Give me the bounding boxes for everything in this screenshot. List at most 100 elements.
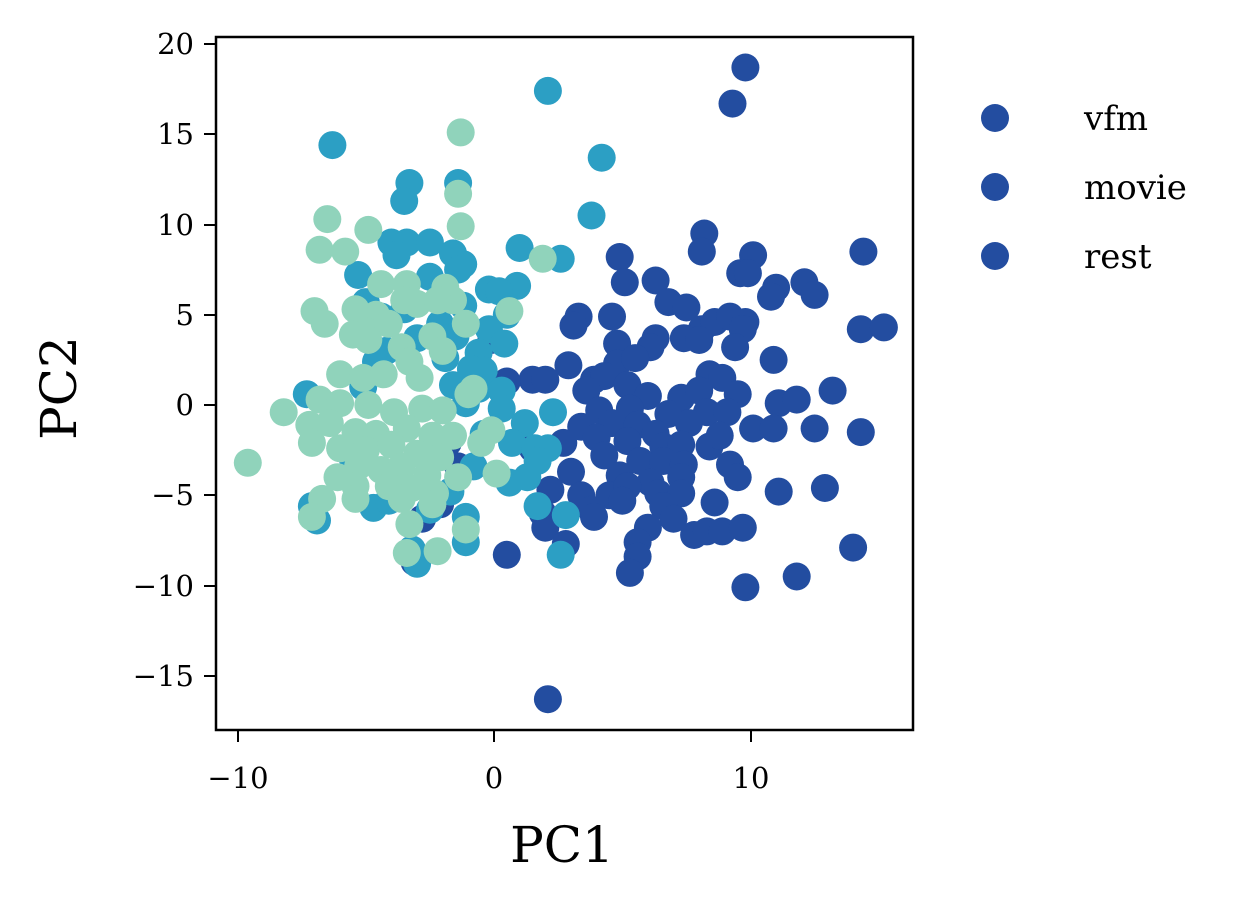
- data-point: [587, 143, 616, 172]
- legend-item-rest: rest: [981, 237, 1152, 277]
- data-point: [369, 360, 398, 389]
- data-point: [269, 398, 298, 427]
- series-rest: [233, 118, 557, 567]
- data-point: [610, 268, 639, 297]
- data-point: [759, 345, 788, 374]
- y-tick-label: −5: [151, 478, 194, 512]
- data-point: [498, 428, 526, 457]
- data-point: [392, 539, 421, 567]
- data-point: [713, 398, 742, 427]
- data-point: [482, 459, 511, 488]
- x-tick-label: −10: [207, 761, 268, 795]
- data-point: [310, 309, 339, 338]
- data-point: [557, 457, 585, 486]
- data-point: [626, 447, 655, 475]
- legend-label: rest: [1084, 237, 1152, 277]
- data-point: [659, 504, 688, 533]
- data-point: [839, 533, 868, 562]
- data-point: [718, 89, 747, 118]
- x-tick-label: 0: [485, 761, 503, 795]
- data-point: [728, 513, 757, 542]
- data-point: [354, 215, 383, 244]
- data-point: [297, 428, 326, 457]
- legend-marker-icon: [981, 104, 1009, 132]
- data-point: [492, 540, 521, 569]
- data-point: [344, 261, 373, 289]
- data-point: [387, 484, 416, 513]
- data-point: [723, 463, 752, 492]
- data-point: [685, 326, 714, 354]
- data-point: [233, 448, 262, 477]
- data-point: [818, 376, 847, 405]
- data-point: [487, 394, 516, 423]
- data-point: [513, 463, 542, 492]
- data-point: [418, 490, 447, 519]
- data-point: [331, 237, 360, 266]
- data-point: [539, 398, 567, 427]
- data-point: [598, 302, 626, 331]
- data-point: [326, 360, 355, 389]
- data-point: [810, 474, 839, 502]
- data-point: [721, 333, 750, 362]
- data-point: [423, 286, 452, 315]
- data-point: [687, 237, 716, 266]
- data-point: [621, 344, 650, 373]
- data-point: [685, 376, 714, 405]
- data-point: [408, 394, 437, 423]
- data-point: [849, 237, 878, 266]
- y-axis-ticks: 20 15 10 5 0 −5 −10 −15: [133, 27, 216, 693]
- legend-label: vfm: [1083, 99, 1148, 139]
- data-point: [297, 502, 326, 531]
- y-tick-label: 15: [157, 117, 194, 151]
- y-axis-title: PC2: [30, 336, 88, 440]
- data-point: [554, 351, 583, 380]
- data-point: [428, 336, 457, 365]
- data-point: [415, 228, 444, 257]
- data-point: [446, 212, 475, 241]
- legend-item-movie: movie: [981, 168, 1187, 208]
- data-point: [395, 510, 424, 539]
- data-point: [382, 241, 411, 270]
- data-point: [377, 430, 406, 459]
- data-point: [608, 486, 637, 515]
- data-point: [387, 452, 416, 481]
- data-point: [733, 259, 762, 288]
- data-point: [546, 540, 575, 569]
- data-point: [505, 234, 534, 262]
- data-point: [577, 201, 606, 230]
- data-point: [341, 484, 370, 513]
- data-point: [580, 502, 608, 531]
- data-point: [459, 374, 488, 403]
- data-point: [428, 396, 457, 425]
- y-tick-label: 20: [157, 27, 194, 61]
- data-point: [572, 376, 601, 405]
- data-point: [423, 537, 452, 566]
- data-point: [533, 685, 562, 714]
- data-points: [233, 53, 898, 714]
- legend-label: movie: [1084, 168, 1187, 208]
- data-point: [672, 293, 701, 322]
- data-point: [759, 414, 788, 443]
- data-point: [490, 329, 519, 358]
- y-tick-label: 0: [176, 388, 194, 422]
- data-point: [764, 477, 793, 506]
- data-point: [439, 421, 467, 450]
- data-point: [451, 515, 480, 544]
- data-point: [367, 270, 396, 299]
- data-point: [700, 488, 729, 517]
- data-point: [613, 371, 642, 400]
- plot-frame: [214, 35, 915, 732]
- data-point: [531, 513, 560, 542]
- data-point: [528, 244, 557, 273]
- y-tick-label: 10: [157, 208, 194, 242]
- data-point: [451, 309, 480, 338]
- data-point: [739, 414, 768, 443]
- data-point: [800, 280, 829, 309]
- data-point: [846, 418, 875, 447]
- data-point: [318, 131, 347, 160]
- data-point: [757, 282, 785, 311]
- x-tick-label: 10: [733, 761, 770, 795]
- data-point: [444, 179, 473, 208]
